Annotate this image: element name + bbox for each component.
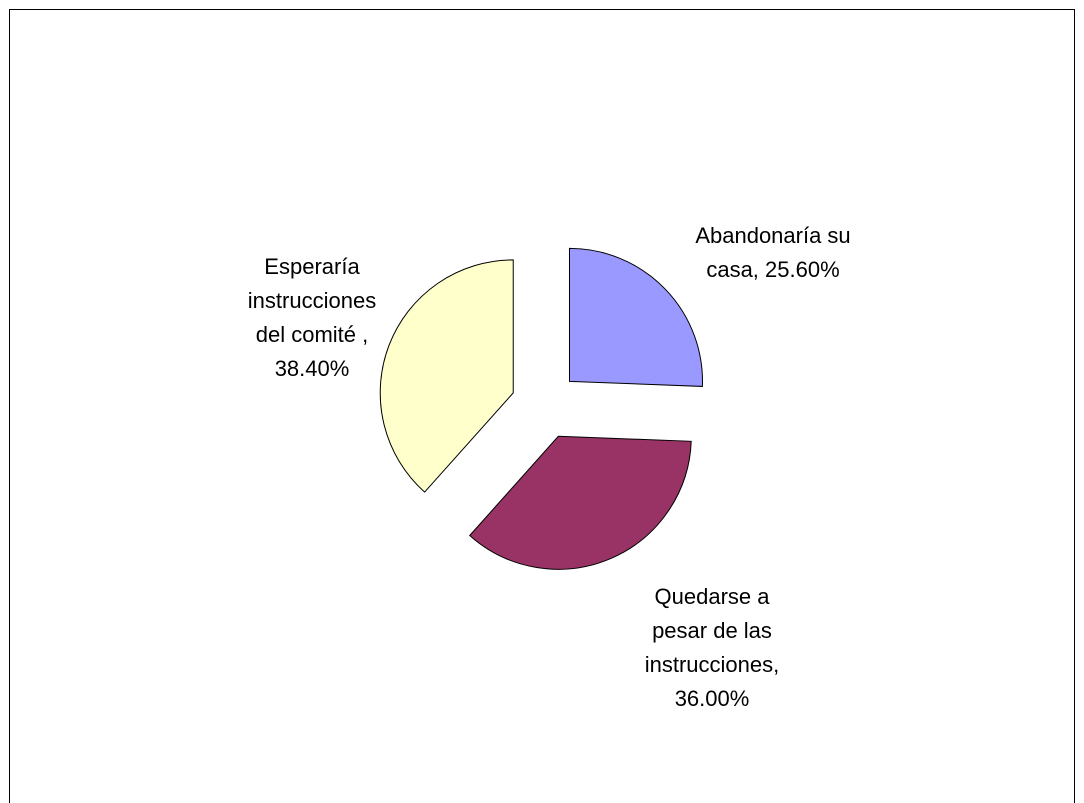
pie-slice	[469, 435, 692, 570]
slice-label: Abandonaría su casa, 25.60%	[668, 219, 878, 287]
slice-label: Quedarse a pesar de las instrucciones, 3…	[627, 580, 797, 716]
value-label: 25.60%	[765, 257, 840, 282]
slice-label: Esperaría instrucciones del comité , 38.…	[232, 250, 392, 386]
pie-slice	[379, 259, 514, 493]
category-label: Abandonaría su casa,	[695, 223, 851, 282]
category-label: Quedarse a pesar de las instrucciones,	[644, 584, 780, 677]
value-label: 36.00%	[674, 686, 750, 711]
pie-slice	[568, 247, 703, 387]
value-label: 38.40%	[274, 356, 350, 381]
category-label: Esperaría instrucciones del comité ,	[247, 254, 377, 347]
chart-frame	[9, 9, 1075, 803]
